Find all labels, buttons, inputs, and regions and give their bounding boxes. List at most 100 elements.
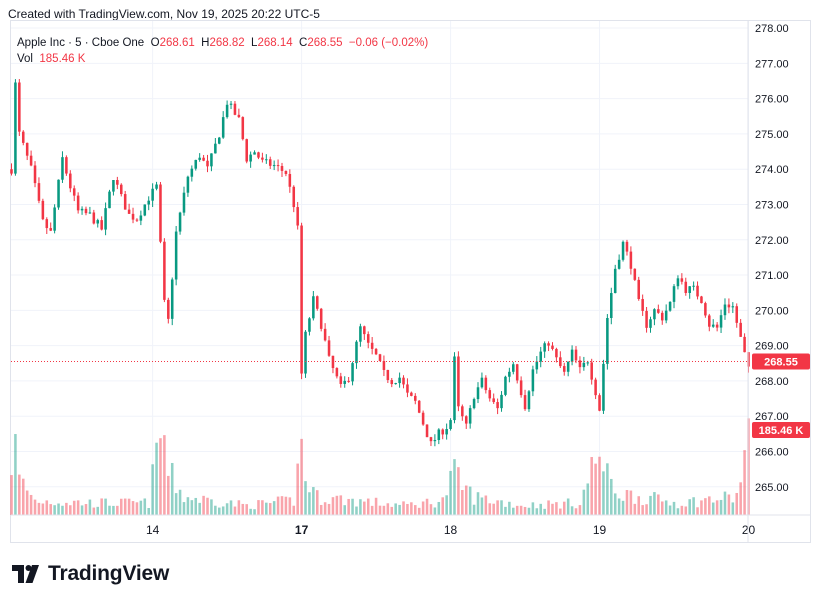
legend-volume-value: 185.46 K	[39, 53, 86, 65]
volume-bar	[65, 502, 68, 515]
volume-bar	[84, 504, 88, 515]
last-price-line: 268.55 185.46 K	[11, 353, 810, 438]
candle-body	[61, 157, 64, 180]
candle-body	[225, 104, 229, 118]
volume-bar	[304, 481, 307, 515]
volume-bar	[18, 474, 21, 515]
y-tick-label: 271.00	[755, 270, 789, 282]
candle-body	[433, 439, 437, 442]
candle-body	[257, 152, 260, 158]
volume-bar	[159, 438, 162, 515]
volume-bar	[249, 508, 252, 515]
candle-body	[300, 225, 303, 374]
volume-bar	[210, 499, 213, 515]
volume-bar	[704, 498, 707, 515]
legend-ohlc-row: Apple Inc · 5 · Cboe One O268.61 H268.82…	[17, 35, 428, 51]
candle-body	[57, 179, 60, 208]
y-tick-label: 266.00	[755, 446, 789, 458]
candle-body	[84, 208, 88, 214]
candle-body	[316, 296, 319, 309]
candle-body	[484, 377, 488, 391]
candle-body	[551, 345, 554, 349]
volume-bar	[45, 500, 49, 515]
candle-body	[237, 114, 241, 118]
candle-body	[610, 293, 613, 319]
candle-body	[323, 328, 327, 341]
volume-bar	[504, 506, 507, 515]
volume-bar	[519, 505, 523, 515]
candle-body	[292, 186, 296, 208]
volume-bar	[363, 501, 366, 515]
volume-bar	[676, 508, 680, 515]
volume-bar	[25, 490, 29, 515]
candle-body	[464, 416, 468, 424]
volume-bar	[10, 475, 13, 515]
volume-bar	[433, 507, 437, 515]
candle-body	[625, 241, 629, 252]
volume-bar	[547, 500, 550, 515]
candle-body	[735, 306, 739, 323]
volume-bar	[178, 489, 182, 515]
candle-body	[29, 155, 33, 166]
volume-bar	[508, 501, 511, 515]
volume-bar	[414, 505, 417, 515]
legend-volume-row: Vol 185.46 K	[17, 51, 428, 67]
volume-bar	[711, 502, 715, 515]
candle-body	[119, 184, 123, 195]
volume-bar	[206, 497, 209, 515]
candle-body	[45, 219, 49, 229]
candle-body	[272, 165, 276, 167]
volume-bar	[382, 505, 386, 515]
candle-body	[696, 285, 699, 297]
volume-bar	[182, 502, 186, 515]
volume-bar	[543, 508, 546, 515]
volume-bar	[288, 497, 292, 515]
candle-body	[343, 380, 346, 384]
candle-body	[253, 152, 256, 155]
candle-body	[739, 322, 742, 337]
candle-body	[437, 429, 441, 440]
volume-bar	[621, 500, 625, 515]
y-tick-label: 276.00	[755, 94, 789, 106]
volume-bar	[116, 505, 119, 515]
volume-bar	[292, 505, 296, 515]
candle-body	[347, 380, 350, 382]
volume-bar	[523, 506, 527, 515]
candle-body	[206, 160, 209, 167]
volume-bar	[606, 463, 609, 515]
candle-body	[308, 318, 311, 332]
candle-body	[221, 117, 225, 138]
candle-body	[190, 168, 194, 177]
candle-body	[319, 308, 323, 329]
candle-body	[657, 309, 660, 313]
candle-body	[370, 342, 374, 349]
volume-bar	[61, 505, 64, 515]
chart-frame[interactable]	[10, 20, 811, 543]
volume-bar	[280, 496, 284, 515]
volume-bar	[359, 499, 362, 515]
volume-bar	[449, 470, 452, 515]
tradingview-logo[interactable]: TradingView	[12, 562, 169, 586]
volume-bar	[731, 502, 735, 515]
candle-body	[570, 349, 574, 362]
candle-body	[543, 343, 546, 352]
candle-body	[449, 420, 452, 429]
volume-bar	[539, 503, 543, 515]
candle-body	[421, 412, 425, 425]
volume-bar	[268, 503, 272, 515]
volume-bar	[155, 442, 158, 515]
candle-body	[496, 402, 499, 409]
volume-bar	[29, 494, 33, 515]
candle-body	[25, 142, 29, 156]
volume-bar	[625, 490, 629, 515]
candle-body	[523, 395, 527, 410]
volume-bar	[441, 497, 444, 515]
y-tick-label: 272.00	[755, 235, 789, 247]
volume-bar	[574, 508, 578, 515]
last-volume-badge	[752, 422, 810, 438]
volume-bar	[104, 498, 107, 515]
candle-body	[76, 195, 80, 211]
volume-bar	[174, 493, 178, 515]
volume-bar	[582, 489, 586, 515]
